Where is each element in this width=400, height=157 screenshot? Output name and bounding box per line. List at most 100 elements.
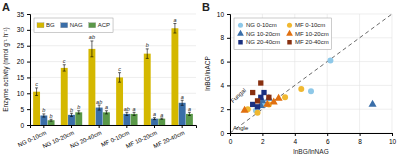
point: [255, 110, 261, 116]
legend-label: NG 20-40cm: [246, 39, 280, 45]
tick-mark: [27, 109, 30, 110]
bar: [103, 112, 110, 125]
point: [298, 86, 304, 92]
annotation: a: [173, 17, 176, 23]
legend-swatch: [238, 40, 242, 44]
axis: 05101520253035: [17, 11, 31, 129]
error-bar: [133, 112, 136, 115]
tick-mark: [27, 125, 30, 126]
legend: BGNAGACP: [34, 18, 113, 33]
legend-swatch: [61, 23, 68, 28]
tick: 10: [389, 133, 397, 145]
tick-mark: [360, 133, 361, 136]
tick: 4: [293, 133, 297, 145]
point: [250, 90, 255, 95]
tick: 4: [220, 82, 230, 89]
grid-line: [30, 93, 196, 94]
tick-label: 2: [220, 106, 224, 113]
tick-mark: [227, 38, 230, 39]
tick-label: 5: [20, 106, 24, 113]
tick: 15: [17, 74, 30, 81]
legend-label: MF 10-20cm: [295, 31, 329, 37]
legend-box: [234, 18, 332, 50]
tick-mark: [27, 77, 30, 78]
axis: 0246810: [217, 11, 231, 137]
annotation: a: [153, 111, 156, 117]
error-bar: [63, 65, 66, 71]
grid-line: [359, 14, 360, 133]
error-bar: [146, 49, 149, 59]
legend-item: MF 10-20cm: [286, 30, 329, 37]
point: [255, 98, 260, 103]
point: [250, 102, 255, 107]
tick-label: 0: [220, 130, 224, 137]
legend-item: NG 0-10cm: [238, 22, 277, 28]
legend-label: NG 0-10cm: [246, 22, 277, 28]
tick-label: 2: [261, 138, 265, 145]
annotation: ab: [124, 106, 130, 112]
point: [308, 88, 314, 94]
error-bar: [35, 88, 38, 96]
tick-mark: [27, 93, 30, 94]
legend-item: ACP: [89, 22, 110, 28]
legend-label: NG 10-20cm: [246, 31, 280, 37]
point: [261, 90, 266, 95]
legend-swatch: [238, 23, 243, 28]
error-bar: [181, 100, 184, 105]
error-bar: [125, 112, 128, 115]
tick-label: NG 20-40cm: [69, 130, 102, 150]
tick: 2: [220, 106, 230, 113]
tick-label: MF 20-40cm: [152, 130, 185, 150]
annotation: a: [133, 106, 136, 112]
tick-label: 6: [326, 138, 330, 145]
tick-mark: [262, 133, 263, 136]
legend-item: MF 20-40cm: [287, 39, 328, 45]
plot-area: [33, 24, 193, 125]
tick-mark: [227, 133, 230, 134]
legend-item: NAG: [61, 22, 83, 28]
error-bar: [77, 111, 80, 114]
point: [275, 94, 283, 101]
tick-label: 10: [217, 11, 225, 18]
legend-label: MF 0-10cm: [295, 22, 325, 28]
point: [241, 106, 249, 113]
tick: 0: [20, 122, 30, 129]
error-bar: [173, 24, 176, 34]
bar: [144, 54, 151, 125]
axis-line: [227, 15, 231, 134]
annotation: b: [77, 104, 80, 110]
legend-label: MF 20-40cm: [295, 39, 329, 45]
tick: 10: [17, 90, 30, 97]
tick-mark: [126, 125, 127, 128]
tick-mark: [71, 125, 72, 128]
error-bar: [153, 118, 156, 120]
legend-label: NAG: [70, 22, 83, 28]
annotation: a: [105, 104, 108, 110]
annotation: c: [63, 58, 66, 64]
error-bar: [160, 118, 163, 119]
error-bar: [105, 111, 108, 114]
grid-line: [230, 85, 392, 86]
axis: 0246810: [229, 133, 397, 145]
legend-swatch: [287, 40, 291, 44]
grid-line: [30, 14, 196, 15]
tick-label: 4: [293, 138, 297, 145]
tick: 5: [20, 106, 30, 113]
bar: [151, 119, 158, 125]
point: [263, 100, 271, 107]
bar: [179, 103, 186, 125]
bar: [33, 92, 40, 125]
tick-mark: [327, 133, 328, 136]
axis-line: [231, 134, 393, 137]
tick-label: 8: [358, 138, 362, 145]
annotation: ab: [96, 99, 102, 105]
axis-line: [27, 15, 31, 126]
grid-line: [30, 61, 196, 62]
annotation: Fungal: [230, 87, 248, 104]
y-axis-title: lnBG/lnACP: [204, 56, 211, 91]
legend-swatch: [89, 23, 96, 28]
reference-line: [230, 14, 392, 133]
grid-line: [392, 14, 393, 133]
annotation: b: [70, 107, 73, 113]
legend-box: [34, 18, 113, 33]
